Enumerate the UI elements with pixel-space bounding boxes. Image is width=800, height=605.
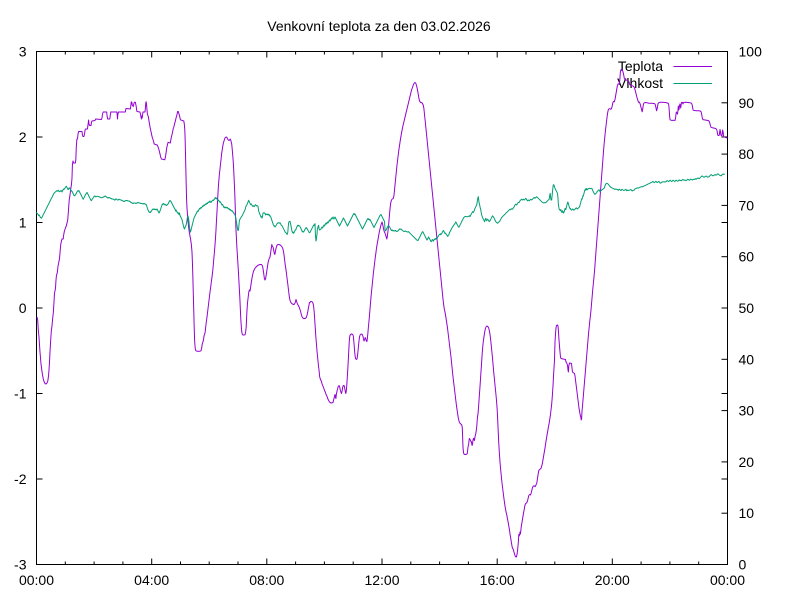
- svg-text:2: 2: [19, 129, 27, 145]
- svg-text:-3: -3: [14, 557, 27, 573]
- svg-text:90: 90: [739, 95, 755, 111]
- svg-text:12:00: 12:00: [364, 572, 399, 588]
- svg-text:Vlhkost: Vlhkost: [617, 75, 663, 91]
- svg-text:-1: -1: [14, 386, 27, 402]
- svg-text:-2: -2: [14, 471, 27, 487]
- svg-text:00:00: 00:00: [710, 572, 745, 588]
- svg-text:08:00: 08:00: [249, 572, 284, 588]
- svg-text:0: 0: [19, 300, 27, 316]
- svg-text:00:00: 00:00: [19, 572, 54, 588]
- svg-text:1: 1: [19, 215, 27, 231]
- svg-text:Venkovní teplota za den 03.02.: Venkovní teplota za den 03.02.2026: [267, 18, 491, 34]
- svg-text:16:00: 16:00: [480, 572, 515, 588]
- svg-text:10: 10: [739, 505, 755, 521]
- svg-text:Teplota: Teplota: [618, 58, 663, 74]
- svg-text:0: 0: [739, 557, 747, 573]
- svg-text:20: 20: [739, 454, 755, 470]
- svg-text:70: 70: [739, 197, 755, 213]
- svg-text:100: 100: [739, 44, 763, 60]
- svg-text:30: 30: [739, 403, 755, 419]
- svg-text:04:00: 04:00: [134, 572, 169, 588]
- svg-text:50: 50: [739, 300, 755, 316]
- svg-text:60: 60: [739, 249, 755, 265]
- svg-text:40: 40: [739, 351, 755, 367]
- svg-text:20:00: 20:00: [595, 572, 630, 588]
- svg-text:3: 3: [19, 44, 27, 60]
- svg-text:80: 80: [739, 146, 755, 162]
